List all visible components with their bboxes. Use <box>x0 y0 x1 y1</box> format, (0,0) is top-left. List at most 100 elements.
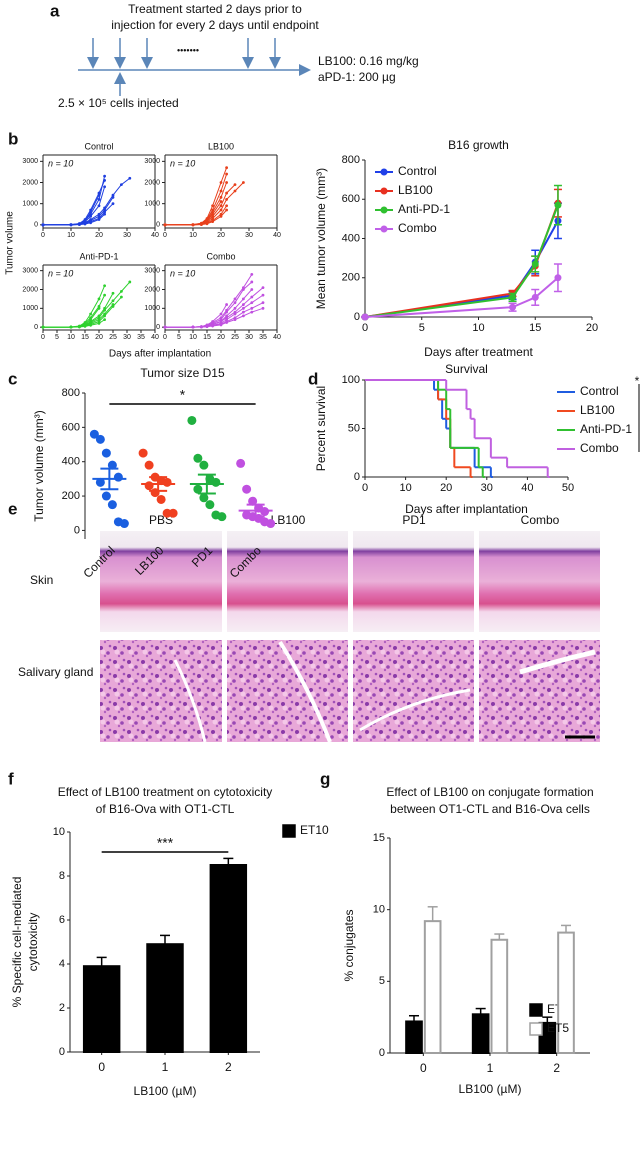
cells-text: 2.5 × 10⁵ cells injected <box>58 96 179 110</box>
point <box>95 434 105 444</box>
y-tick-label: 0 <box>354 311 360 323</box>
point <box>200 223 203 227</box>
y-tick-label: 8 <box>59 870 65 882</box>
point <box>103 185 106 189</box>
y-tick-label: 1000 <box>22 201 38 208</box>
y-tick-label: 200 <box>342 272 360 284</box>
x-tick-label: 0 <box>41 232 45 239</box>
series-line <box>364 276 559 318</box>
legend-label: Combo <box>398 221 437 235</box>
point <box>219 208 223 212</box>
point <box>261 306 265 310</box>
y-tick-label: 2 <box>59 1002 65 1014</box>
point <box>266 519 276 529</box>
point <box>120 183 123 187</box>
y-tick-label: 4 <box>59 958 65 970</box>
series-line <box>364 204 559 318</box>
point <box>219 200 223 203</box>
y-axis-label: Mean tumor volume (mm³) <box>314 168 328 309</box>
x-tick-label: 40 <box>273 232 281 239</box>
point <box>103 293 106 297</box>
dose-text: aPD-1: 200 µg <box>318 70 396 84</box>
point <box>103 314 106 318</box>
point <box>103 208 106 212</box>
point <box>509 293 517 301</box>
series-line <box>42 197 114 226</box>
y-tick-label: 1000 <box>144 201 160 208</box>
x-tick-label: 5 <box>55 334 59 341</box>
y-tick-label: 0 <box>379 1047 385 1059</box>
bar <box>471 1013 490 1054</box>
legend-label: LB100 <box>580 403 615 417</box>
legend-label: Anti-PD-1 <box>580 422 632 436</box>
x-tick-label: 10 <box>472 322 484 334</box>
point <box>225 303 229 306</box>
x-axis-label: LB100 (µM) <box>459 1082 522 1096</box>
y-tick-label: 10 <box>53 826 65 838</box>
bar <box>146 943 184 1054</box>
x-axis-label: Days after implantation <box>405 502 528 516</box>
point <box>219 312 223 316</box>
y-tick-label: 600 <box>62 421 80 433</box>
legend-swatch <box>529 1022 543 1036</box>
point <box>41 325 45 329</box>
y-tick-label: 3000 <box>144 267 160 274</box>
dose-text: LB100: 0.16 mg/kg <box>318 54 419 68</box>
point <box>233 301 237 305</box>
legend-swatch <box>282 824 296 838</box>
point <box>205 222 209 226</box>
legend-label: ET10 <box>300 823 329 837</box>
y-tick-label: 1000 <box>22 305 38 312</box>
point <box>236 458 246 468</box>
point <box>128 176 132 180</box>
annotation: n = 10 <box>170 268 195 278</box>
point <box>103 212 106 216</box>
x-tick-label: 5 <box>177 334 181 341</box>
point <box>250 306 254 310</box>
point <box>225 181 229 184</box>
point <box>103 308 106 312</box>
x-tick-label: 30 <box>245 232 253 239</box>
point <box>205 500 215 510</box>
point <box>250 301 254 305</box>
point <box>111 305 115 308</box>
point <box>509 303 517 311</box>
x-tick-label: 1 <box>162 1060 169 1074</box>
point <box>103 174 106 178</box>
point <box>187 415 197 425</box>
series-line <box>164 184 236 226</box>
ellipsis: ••••••• <box>177 45 199 55</box>
x-tick-label: 35 <box>259 334 267 341</box>
x-tick-label: 10 <box>399 482 411 494</box>
y-tick-label: 0 <box>34 222 38 229</box>
point <box>248 496 258 506</box>
series-line <box>42 296 122 328</box>
point <box>242 484 252 494</box>
point <box>250 310 254 314</box>
point <box>219 195 223 199</box>
point <box>97 198 101 201</box>
schedule-text: Treatment started 2 days prior to <box>128 2 302 16</box>
point <box>225 172 229 176</box>
point <box>83 222 87 226</box>
x-tick-label: 5 <box>419 322 425 334</box>
point <box>97 297 101 301</box>
point <box>531 260 539 268</box>
schedule-text: injection for every 2 days until endpoin… <box>111 18 319 32</box>
series-line <box>164 205 228 226</box>
y-tick-label: 0 <box>34 324 38 331</box>
column-label: PD1 <box>402 513 426 527</box>
x-tick-label: 40 <box>151 232 159 239</box>
point <box>233 312 237 316</box>
x-tick-label: 20 <box>217 334 225 341</box>
panel-label: f <box>8 769 14 788</box>
y-tick-label: 2000 <box>22 179 38 186</box>
point <box>233 297 237 301</box>
point <box>554 274 562 282</box>
panel-label: e <box>8 499 17 518</box>
legend-marker <box>380 206 388 214</box>
y-tick-label: 2000 <box>144 179 160 186</box>
y-tick-label: 6 <box>59 914 65 926</box>
point <box>107 500 117 510</box>
point <box>120 295 123 299</box>
